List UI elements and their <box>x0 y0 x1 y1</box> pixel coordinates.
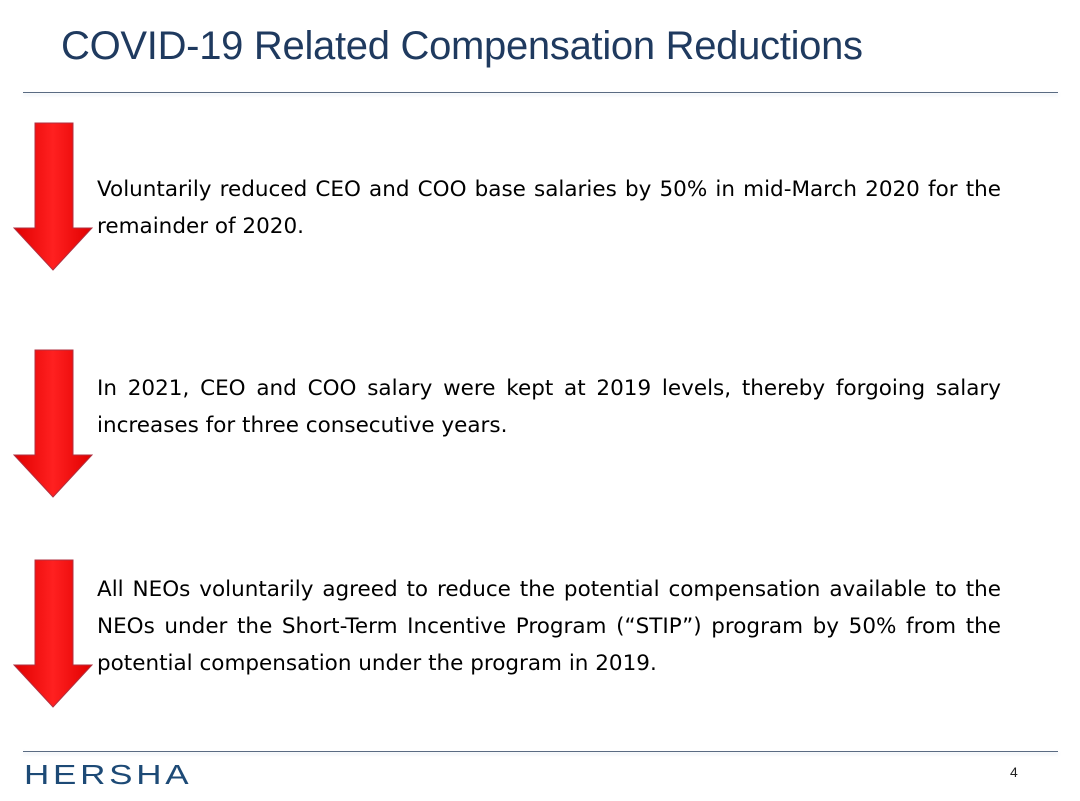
page-number: 4 <box>1010 764 1018 780</box>
down-arrow-icon <box>13 559 93 708</box>
down-arrow-icon <box>13 122 93 271</box>
slide-title: COVID-19 Related Compensation Reductions <box>61 24 863 68</box>
down-arrow-icon <box>13 349 93 498</box>
hersha-logo: HERSHA <box>24 759 193 790</box>
bullet-text-1: Voluntarily reduced CEO and COO base sal… <box>97 177 1001 239</box>
bullet-text-3: All NEOs voluntarily agreed to reduce th… <box>97 577 1001 676</box>
bullet-text-2: In 2021, CEO and COO salary were kept at… <box>97 376 1001 438</box>
title-divider <box>23 92 1058 93</box>
footer-divider <box>23 751 1058 752</box>
